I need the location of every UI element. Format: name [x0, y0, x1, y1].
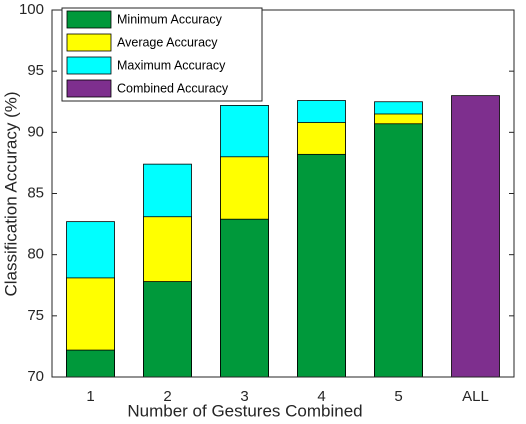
legend-swatch [66, 56, 112, 75]
legend-label: Combined Accuracy [117, 81, 229, 95]
y-tick-label: 100 [19, 1, 44, 18]
legend-swatch [66, 33, 112, 52]
y-tick-label: 80 [27, 246, 44, 263]
bar [374, 123, 423, 378]
y-tick-label: 90 [27, 123, 44, 140]
legend-swatch [66, 79, 112, 98]
x-tick-label: 1 [86, 388, 94, 405]
y-axis-label: Classification Accuracy (%) [1, 91, 20, 296]
x-tick-label: 5 [394, 388, 402, 405]
legend-label: Average Accuracy [117, 35, 218, 49]
bar [143, 281, 192, 378]
x-tick-label: 4 [317, 388, 325, 405]
x-axis-label: Number of Gestures Combined [127, 401, 362, 420]
bar [297, 153, 346, 378]
bar [220, 218, 269, 378]
x-tick-label: ALL [462, 388, 489, 405]
y-tick-label: 70 [27, 368, 44, 385]
y-tick-label: 85 [27, 184, 44, 201]
legend-label: Maximum Accuracy [117, 58, 226, 72]
bar [451, 95, 500, 378]
plot-frame [51, 9, 515, 378]
x-tick-label: 3 [240, 388, 248, 405]
legend: Minimum Accuracy Average Accuracy Maximum … [61, 7, 263, 102]
x-tick-label: 2 [163, 388, 171, 405]
legend-label: Minimum Accuracy [117, 12, 223, 26]
legend-swatch [66, 10, 112, 29]
y-tick-label: 75 [27, 307, 44, 324]
bar [66, 349, 115, 378]
y-tick-label: 95 [27, 62, 44, 79]
